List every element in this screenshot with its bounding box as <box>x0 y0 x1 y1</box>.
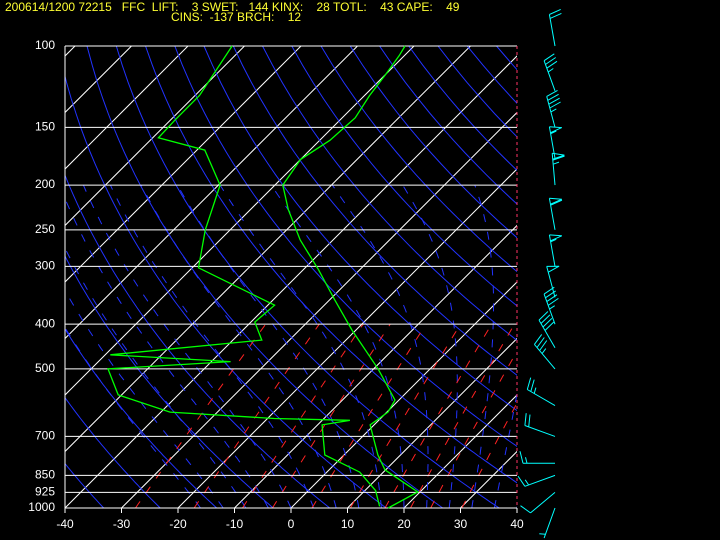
wind-barb <box>539 507 556 539</box>
x-tick-label: 0 <box>288 517 295 531</box>
dry-adiabat <box>203 46 517 412</box>
y-tick-label: 700 <box>35 429 55 443</box>
moist-adiabat <box>471 184 495 508</box>
mixing-ratio-line <box>410 323 515 508</box>
wind-barb <box>538 311 556 349</box>
wind-barb <box>543 286 559 325</box>
mixing-ratio-line <box>271 323 391 508</box>
moist-adiabat <box>219 184 382 508</box>
isotherm <box>234 224 517 508</box>
dry-adiabat <box>65 74 387 508</box>
mixing-ratio-line <box>384 323 493 508</box>
y-tick-label: 400 <box>35 316 55 330</box>
y-tick-label: 250 <box>35 222 55 236</box>
x-tick-label: -10 <box>226 517 244 531</box>
moist-adiabat <box>65 197 269 508</box>
moist-adiabat <box>402 184 458 508</box>
dry-adiabat <box>262 46 517 342</box>
mixing-ratio-line <box>461 402 517 508</box>
isotherm <box>65 55 517 508</box>
dry-adiabat <box>496 46 517 71</box>
dry-adiabat <box>555 46 720 508</box>
wind-barb <box>551 152 565 186</box>
wind-barb <box>546 265 560 298</box>
isotherm <box>65 46 415 396</box>
dry-adiabat <box>526 46 720 508</box>
dry-adiabat <box>232 46 517 376</box>
isotherm <box>65 46 302 283</box>
wind-barb <box>548 8 562 47</box>
mixing-ratio-line <box>349 323 462 508</box>
x-tick-label: -40 <box>56 517 74 531</box>
moist-adiabat <box>516 505 517 508</box>
isotherm <box>177 168 517 508</box>
dry-adiabat <box>466 46 517 104</box>
y-tick-label: 1000 <box>28 500 55 514</box>
wind-barb <box>548 126 563 159</box>
isotherm <box>403 394 517 508</box>
moist-adiabat <box>176 184 360 508</box>
x-tick-label: -20 <box>169 517 187 531</box>
dry-adiabat <box>584 46 720 508</box>
mixing-ratio-line <box>430 350 517 508</box>
header-line: CINS: -137 BRCH: 12 <box>171 10 302 24</box>
y-tick-label: 300 <box>35 259 55 273</box>
profile-line <box>282 45 420 509</box>
dry-adiabat <box>174 46 517 447</box>
wind-barb <box>517 474 556 487</box>
mixing-ratio-line <box>135 323 267 508</box>
wind-barb <box>520 491 556 514</box>
x-tick-label: 30 <box>454 517 468 531</box>
isotherm <box>0 46 19 508</box>
y-tick-label: 925 <box>35 485 55 499</box>
isotherm <box>65 46 189 170</box>
y-tick-label: 200 <box>35 177 55 191</box>
isotherm <box>65 46 471 453</box>
x-tick-label: 40 <box>510 517 524 531</box>
y-tick-label: 150 <box>35 120 55 134</box>
x-tick-label: -30 <box>113 517 131 531</box>
moist-adiabat <box>270 184 405 508</box>
wind-barb <box>533 334 556 370</box>
wind-barb <box>526 377 556 406</box>
background <box>0 46 720 508</box>
isotherm <box>460 450 517 508</box>
moist-adiabat <box>65 289 224 508</box>
isotherm <box>65 46 132 114</box>
moist-adiabat <box>140 184 337 508</box>
isotherm <box>347 337 517 508</box>
dry-adiabat <box>437 46 517 138</box>
profile-line <box>107 45 381 507</box>
x-tick-label: 10 <box>341 517 355 531</box>
moist-adiabat <box>65 326 201 508</box>
header-line: 200614/1200 72215 FFC LIFT: 3 SWET: 144 … <box>5 0 460 14</box>
dry-adiabat <box>86 46 443 508</box>
wind-barb <box>519 451 556 464</box>
dry-adiabat <box>145 46 517 484</box>
dry-adiabat <box>65 396 161 508</box>
isotherm <box>65 46 245 227</box>
mixing-ratio-line <box>311 323 427 508</box>
wind-barb <box>543 53 558 91</box>
y-tick-label: 850 <box>35 468 55 482</box>
isotherm <box>516 507 517 508</box>
y-tick-label: 100 <box>35 38 55 52</box>
wind-barb <box>546 89 561 128</box>
moist-adiabat <box>65 247 247 508</box>
dry-adiabat <box>320 46 517 273</box>
isotherm <box>65 46 358 340</box>
wind-barb <box>524 413 556 437</box>
x-tick-label: 20 <box>397 517 411 531</box>
isotherm <box>121 111 517 508</box>
dry-adiabat <box>65 328 218 508</box>
y-tick-label: 500 <box>35 361 55 375</box>
wind-barb <box>548 197 563 230</box>
dry-adiabat <box>349 46 517 239</box>
dry-adiabat <box>614 46 720 508</box>
wind-barb <box>548 234 563 267</box>
